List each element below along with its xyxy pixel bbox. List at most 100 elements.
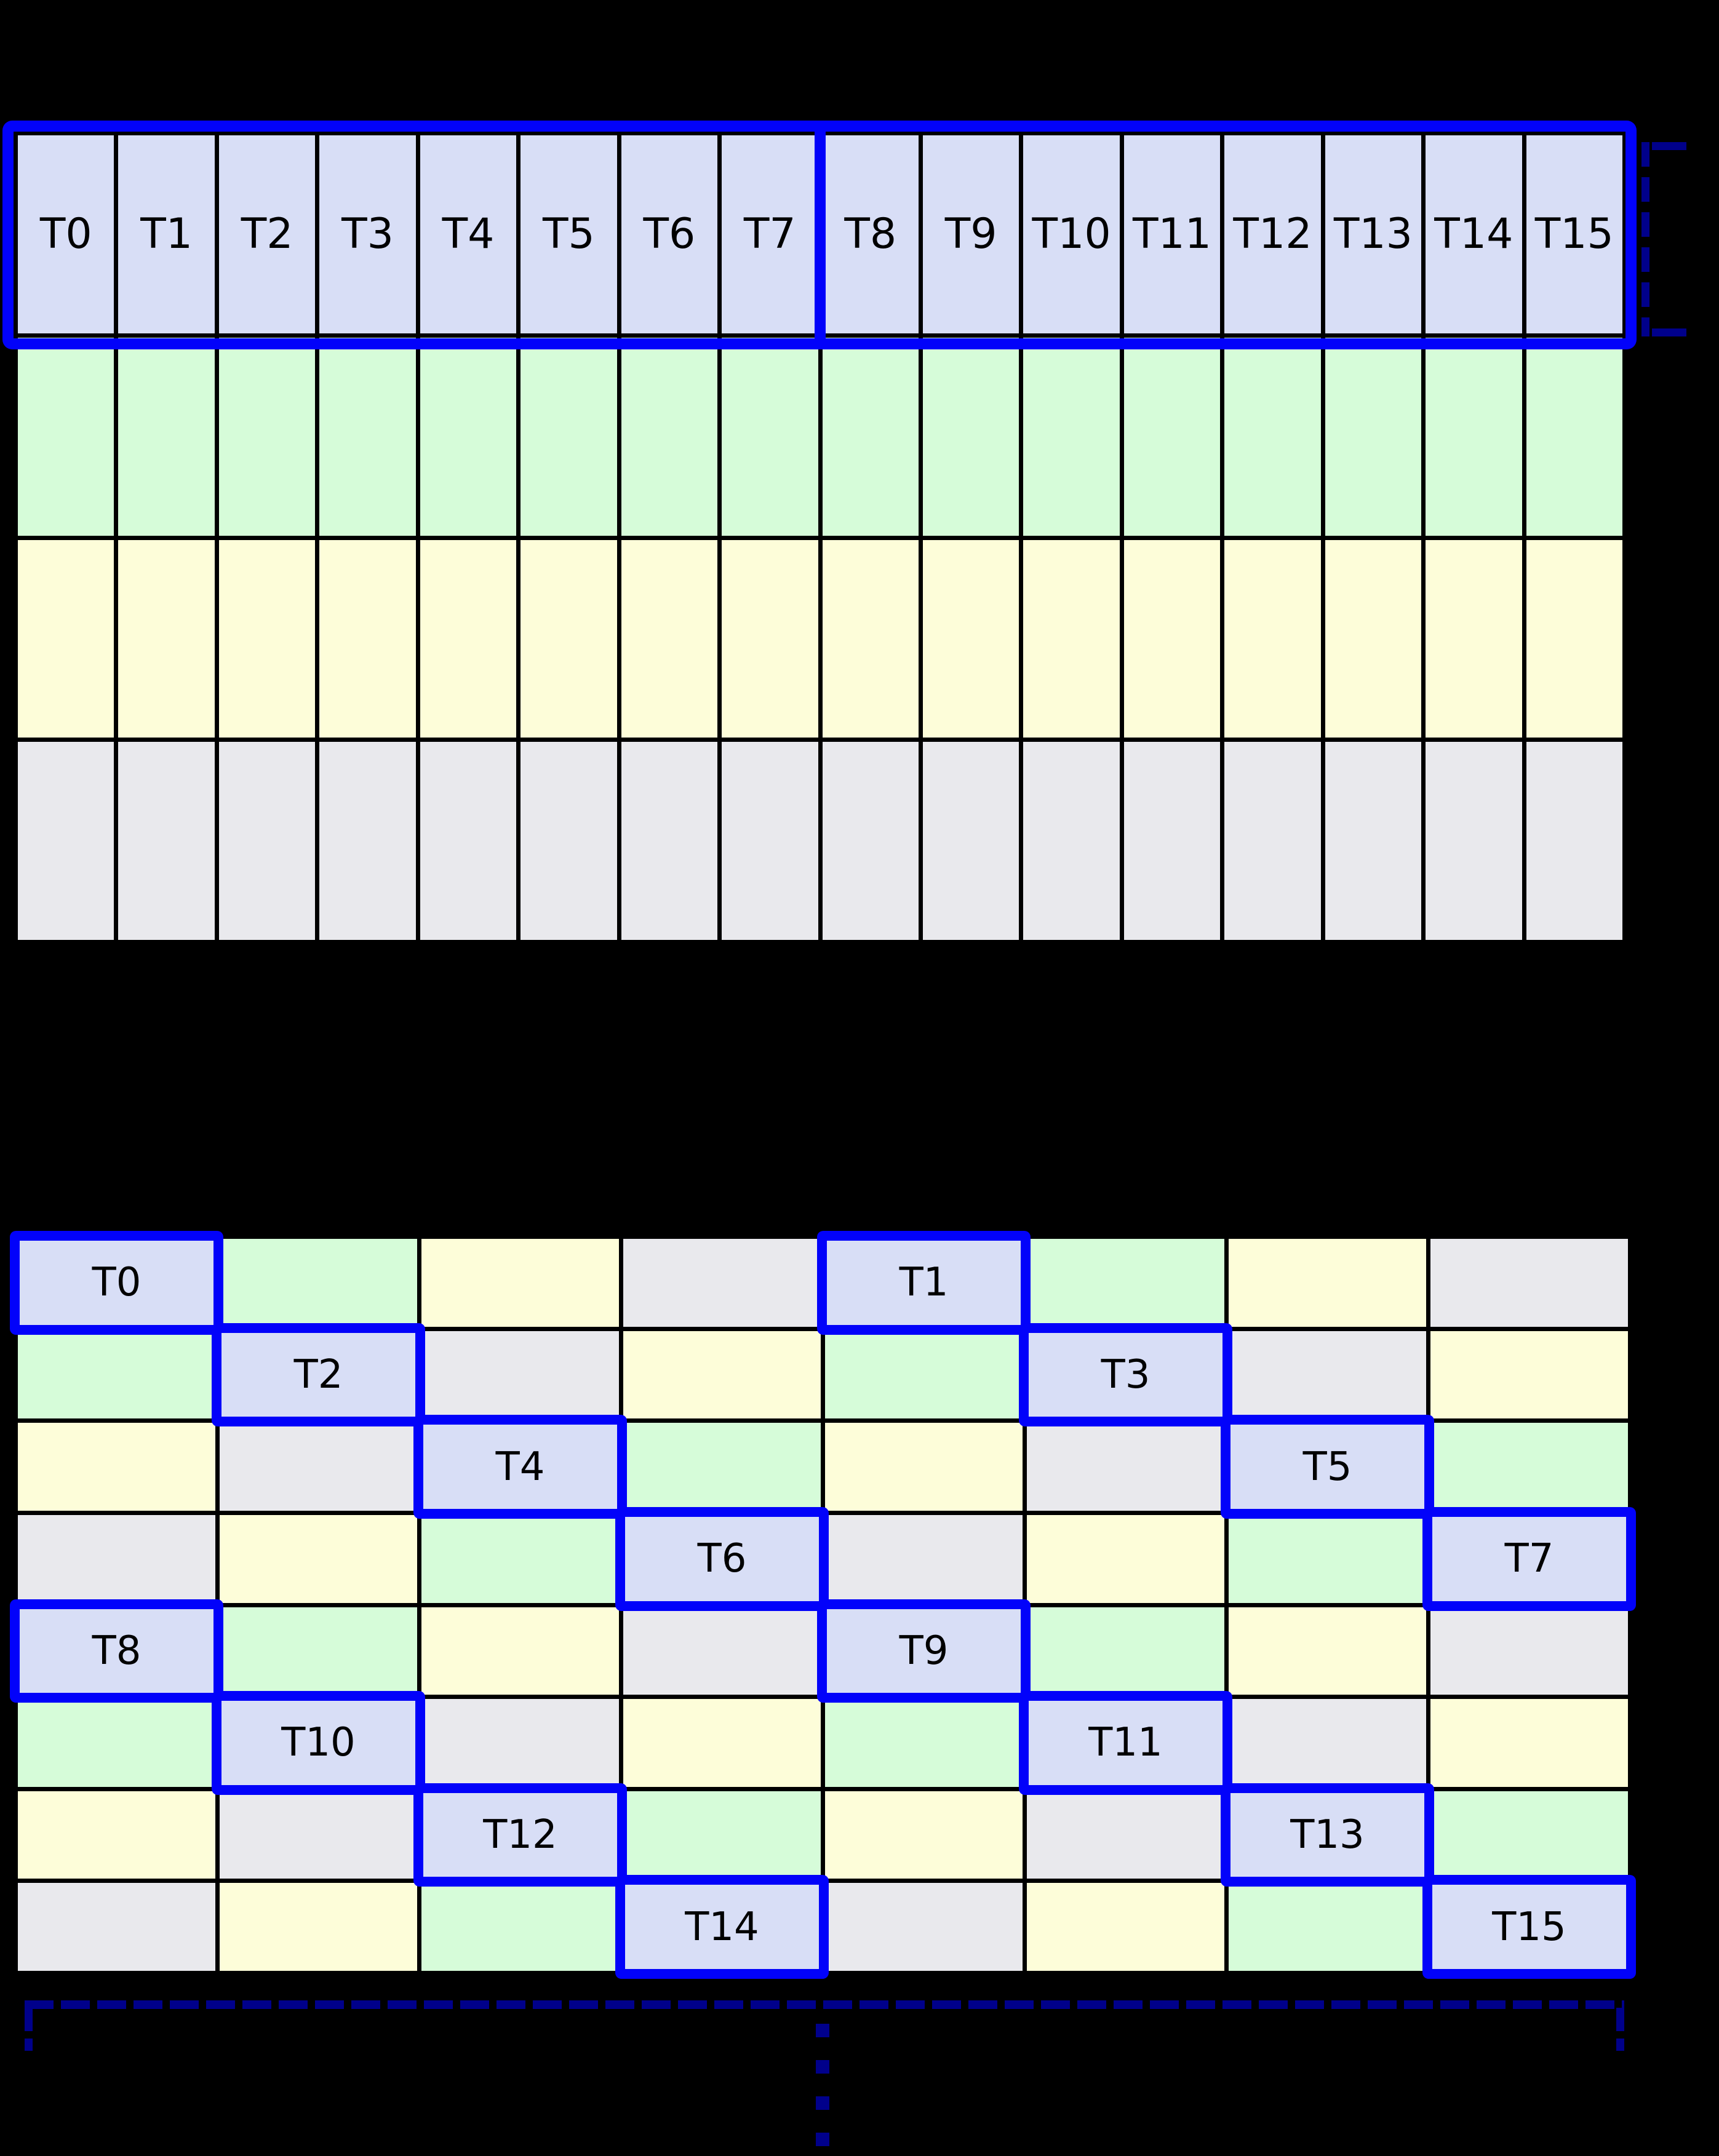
memory-cell-yellow <box>621 539 718 738</box>
memory-cell-green <box>621 337 718 536</box>
bank-cell-gray <box>623 1239 821 1327</box>
bank-cell-yellow <box>18 1791 215 1879</box>
row-bracket-icon <box>1641 142 1688 336</box>
bank-cell-gray <box>825 1883 1023 1971</box>
warp-thread-cell-T7: T7 <box>722 135 818 333</box>
memory-cell-gray <box>1123 742 1221 940</box>
memory-cell-green <box>1325 337 1422 536</box>
bank-cell-yellow <box>1430 1699 1628 1787</box>
warp-thread-cell-T10: T10 <box>1023 135 1120 333</box>
bank-cell-green <box>623 1791 821 1879</box>
bank-cell-yellow <box>623 1331 821 1419</box>
bank-cell-green <box>1430 1791 1628 1879</box>
ellipsis-dot <box>816 2024 829 2037</box>
thread-access-cell-T11: T11 <box>1019 1691 1232 1795</box>
bank-cell-gray <box>1027 1423 1224 1511</box>
memory-cell-green <box>1526 337 1622 536</box>
memory-cell-gray <box>1426 742 1522 940</box>
memory-cell-green <box>922 337 1019 536</box>
memory-cell-gray <box>420 742 517 940</box>
memory-cell-gray <box>218 742 316 940</box>
bracket-right-leg <box>1616 2008 1624 2051</box>
memory-cell-gray <box>922 742 1019 940</box>
bracket-horizontal-dashed-line <box>25 2000 1624 2009</box>
memory-cell-green <box>520 337 617 536</box>
bank-cell-yellow <box>1430 1331 1628 1419</box>
bracket-left-leg <box>25 2008 33 2051</box>
warp-thread-cell-T1: T1 <box>118 135 215 333</box>
ellipsis-dot <box>816 2133 829 2146</box>
memory-cell-green <box>118 337 215 536</box>
warp-thread-cell-T11: T11 <box>1123 135 1221 333</box>
bank-cell-yellow <box>825 1423 1023 1511</box>
warp-thread-cell-T0: T0 <box>18 135 114 333</box>
bank-cell-yellow <box>421 1607 619 1695</box>
memory-cell-yellow <box>1123 539 1221 738</box>
thread-access-cell-T0: T0 <box>10 1231 223 1335</box>
span-bracket-icon <box>25 2000 1624 2052</box>
memory-cell-yellow <box>922 539 1019 738</box>
bank-cell-green <box>18 1699 215 1787</box>
thread-access-cell-T7: T7 <box>1422 1506 1636 1611</box>
memory-cell-green <box>822 337 919 536</box>
bank-cell-gray <box>1229 1331 1426 1419</box>
thread-access-cell-T14: T14 <box>615 1875 829 1979</box>
warp-thread-cell-T13: T13 <box>1325 135 1422 333</box>
thread-access-cell-T4: T4 <box>413 1415 627 1519</box>
warp-thread-cell-T3: T3 <box>319 135 416 333</box>
memory-cell-gray <box>621 742 718 940</box>
memory-cell-yellow <box>218 539 316 738</box>
diagonal-access-grid: T0 T1 T2 T3 T4 T5 T6 T7 T8 T9 T10 T11 T12 T13 T14 T15 <box>10 1231 1636 1979</box>
memory-cell-yellow <box>722 539 818 738</box>
bank-cell-green <box>825 1331 1023 1419</box>
bank-cell-green <box>623 1423 821 1511</box>
memory-cell-gray <box>18 742 114 940</box>
continuation-ellipsis-icon <box>816 2024 829 2146</box>
memory-cell-gray <box>722 742 818 940</box>
memory-cell-yellow <box>1224 539 1321 738</box>
bank-cell-green <box>825 1699 1023 1787</box>
bank-cell-gray <box>421 1699 619 1787</box>
memory-cell-gray <box>319 742 416 940</box>
memory-cell-yellow <box>1426 539 1522 738</box>
memory-cell-yellow <box>1526 539 1622 738</box>
bank-cell-green <box>421 1883 619 1971</box>
bracket-bottom-tick <box>1652 328 1686 336</box>
memory-cell-green <box>722 337 818 536</box>
bank-cell-yellow <box>220 1514 417 1603</box>
bank-cell-gray <box>220 1791 417 1879</box>
memory-cell-gray <box>822 742 919 940</box>
memory-cell-yellow <box>1325 539 1422 738</box>
memory-cell-yellow <box>1023 539 1120 738</box>
memory-cell-gray <box>1023 742 1120 940</box>
bank-cell-yellow <box>825 1791 1023 1879</box>
bank-cell-gray <box>18 1514 215 1603</box>
memory-cell-yellow <box>18 539 114 738</box>
warp-thread-cell-T4: T4 <box>420 135 517 333</box>
memory-cell-green <box>18 337 114 536</box>
memory-cell-yellow <box>520 539 617 738</box>
bank-cell-yellow <box>18 1423 215 1511</box>
bank-cell-green <box>18 1331 215 1419</box>
warp-thread-cell-T14: T14 <box>1426 135 1522 333</box>
bank-cell-yellow <box>1027 1883 1224 1971</box>
memory-cell-green <box>1426 337 1522 536</box>
bank-cell-gray <box>1430 1239 1628 1327</box>
bank-cell-yellow <box>1229 1239 1426 1327</box>
memory-cell-yellow <box>822 539 919 738</box>
bank-cell-green <box>220 1239 417 1327</box>
ellipsis-dot <box>816 2096 829 2110</box>
memory-cell-gray <box>1526 742 1622 940</box>
bracket-top-tick <box>1652 142 1686 150</box>
memory-cell-yellow <box>118 539 215 738</box>
bank-cell-gray <box>421 1331 619 1419</box>
memory-cell-gray <box>1325 742 1422 940</box>
warp-thread-cell-T12: T12 <box>1224 135 1321 333</box>
memory-cell-green <box>1224 337 1321 536</box>
warp-thread-cell-T6: T6 <box>621 135 718 333</box>
memory-cell-green <box>420 337 517 536</box>
bank-cell-gray <box>1430 1607 1628 1695</box>
bank-cell-gray <box>1229 1699 1426 1787</box>
thread-access-cell-T13: T13 <box>1221 1783 1434 1887</box>
